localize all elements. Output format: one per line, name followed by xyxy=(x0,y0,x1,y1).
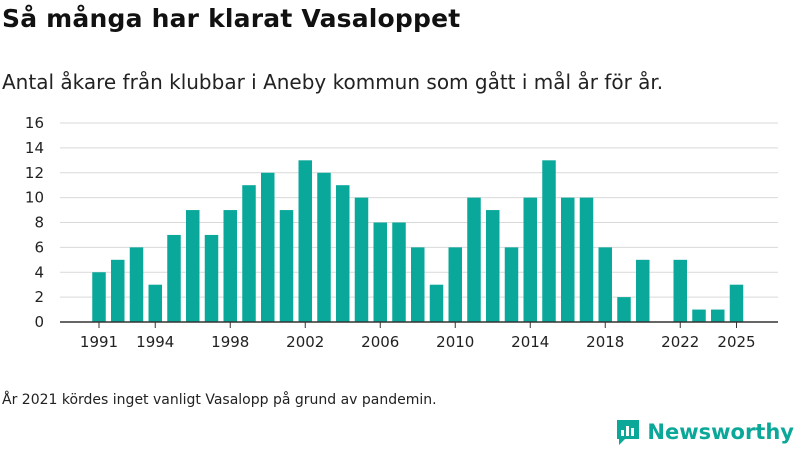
bar xyxy=(617,297,631,322)
bar xyxy=(223,210,237,322)
bar xyxy=(561,197,575,322)
bar xyxy=(261,172,275,322)
x-tick-label: 2010 xyxy=(436,333,474,351)
footnote: År 2021 kördes inget vanligt Vasalopp på… xyxy=(2,392,437,408)
y-tick-label: 12 xyxy=(25,164,44,182)
bar xyxy=(636,259,650,322)
bar xyxy=(429,284,444,322)
x-tick-label: 2018 xyxy=(586,333,624,351)
bar xyxy=(486,210,500,322)
bar xyxy=(692,309,706,322)
x-tick-label: 1994 xyxy=(136,333,174,351)
y-tick-label: 6 xyxy=(34,238,44,256)
x-tick-label: 1991 xyxy=(80,333,118,351)
x-tick-label: 1998 xyxy=(211,333,249,351)
bar xyxy=(392,222,406,322)
y-tick-label: 14 xyxy=(25,139,44,157)
bar xyxy=(148,284,162,322)
x-tick-label: 2022 xyxy=(661,333,699,351)
bar xyxy=(711,309,725,322)
bar xyxy=(373,222,387,322)
x-tick-label: 2006 xyxy=(361,333,399,351)
x-tick-label: 2002 xyxy=(286,333,324,351)
y-tick-label: 8 xyxy=(34,214,44,232)
bar xyxy=(242,185,256,322)
bar xyxy=(448,247,462,322)
bar xyxy=(504,247,519,322)
bar xyxy=(542,160,556,322)
chart-title: Så många har klarat Vasaloppet xyxy=(2,4,461,33)
bar xyxy=(111,259,125,322)
y-tick-label: 10 xyxy=(25,189,44,207)
bar xyxy=(411,247,425,322)
bar xyxy=(279,210,294,322)
y-tick-label: 0 xyxy=(34,313,44,331)
x-tick-label: 2025 xyxy=(717,333,755,351)
y-tick-label: 4 xyxy=(34,263,44,281)
bar xyxy=(336,185,350,322)
bar xyxy=(729,284,744,322)
bar xyxy=(579,197,594,322)
chart-subtitle: Antal åkare från klubbar i Aneby kommun … xyxy=(2,70,664,94)
bar xyxy=(204,234,219,322)
brand-name: Newsworthy xyxy=(647,420,794,444)
bar xyxy=(673,259,687,322)
bar xyxy=(92,272,106,322)
newsworthy-logo-icon xyxy=(617,420,640,445)
y-tick-label: 16 xyxy=(25,114,44,132)
bar xyxy=(598,247,612,322)
y-tick-label: 2 xyxy=(34,288,44,306)
bar xyxy=(354,197,369,322)
bar xyxy=(186,210,200,322)
bar xyxy=(129,247,144,322)
bar xyxy=(167,234,181,322)
brand-logo: Newsworthy xyxy=(615,418,794,446)
bar xyxy=(523,197,537,322)
bar-chart: 0 2 4 6 8 10 12 14 16 1991 1994 1998 2002 2006 2010 201… xyxy=(25,114,778,351)
bar xyxy=(467,197,481,322)
bar xyxy=(298,160,312,322)
x-tick-label: 2014 xyxy=(511,333,549,351)
bar xyxy=(317,172,331,322)
